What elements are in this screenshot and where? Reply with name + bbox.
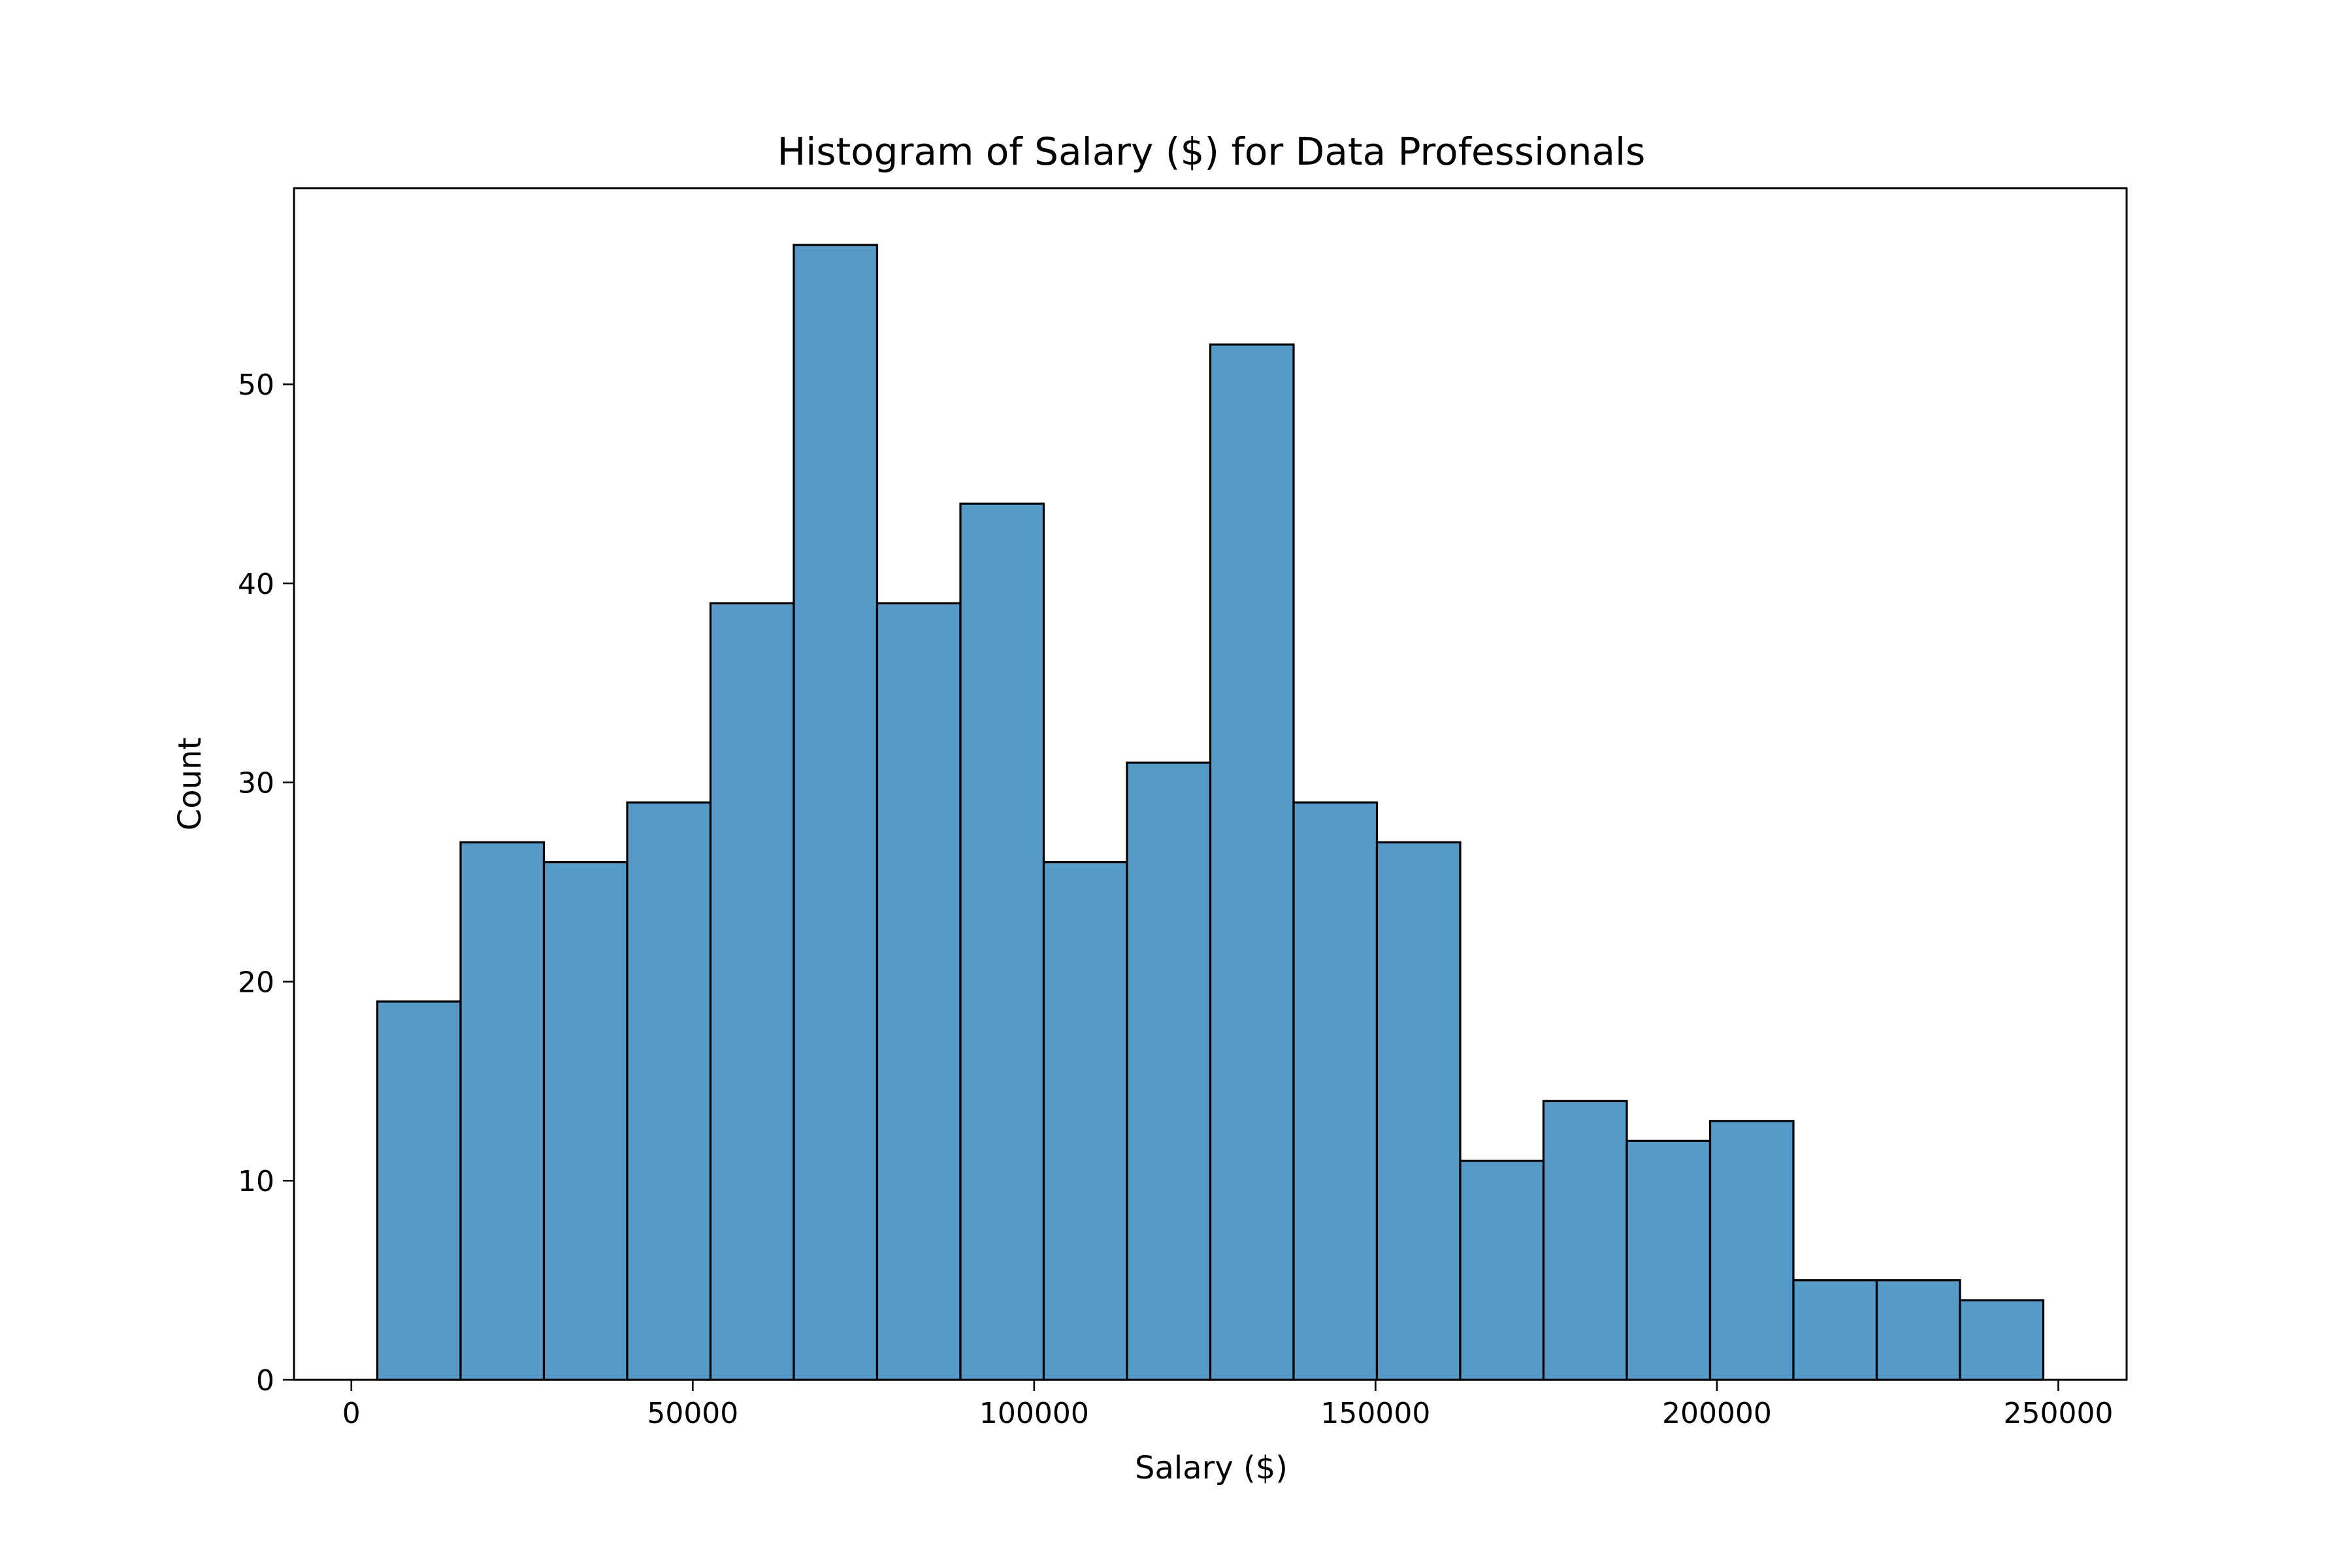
x-tick-label: 0 [342, 1397, 361, 1430]
y-tick-label: 40 [238, 568, 274, 601]
histogram-bar [959, 502, 1045, 1381]
x-axis-ticks: 0 50000 100000 150000 200000 250000 [342, 1380, 2114, 1430]
histogram-bar [1209, 343, 1295, 1381]
histogram-bar [1042, 861, 1128, 1381]
histogram-bar [1792, 1279, 1878, 1381]
histogram-bar [792, 244, 879, 1381]
y-tick-label: 30 [238, 767, 274, 800]
histogram-bar [1875, 1279, 1961, 1381]
histogram-bar [626, 801, 712, 1381]
x-tick-label: 250000 [2004, 1397, 2114, 1430]
y-axis-label: Count [172, 738, 208, 831]
histogram-bar [1542, 1100, 1628, 1381]
y-tick-label: 20 [238, 966, 274, 999]
x-axis-label: Salary ($) [1135, 1450, 1288, 1486]
histogram-bar [1459, 1160, 1545, 1381]
x-tick-label: 150000 [1320, 1397, 1430, 1430]
histogram-bar [875, 602, 962, 1381]
histogram-bar [1126, 761, 1212, 1381]
histogram-bar [542, 861, 629, 1381]
histogram-bar [1625, 1139, 1712, 1381]
plot-frame [293, 187, 2128, 1381]
y-axis-ticks: 0 10 20 30 40 50 [238, 368, 294, 1397]
y-tick-label: 10 [238, 1165, 274, 1198]
x-tick-label: 200000 [1662, 1397, 1772, 1430]
histogram-bar [459, 841, 546, 1381]
histogram-bar [709, 602, 795, 1381]
histogram-bar [1292, 801, 1379, 1381]
x-tick-label: 50000 [647, 1397, 738, 1430]
y-tick-label: 0 [256, 1364, 274, 1397]
histogram-bar [1708, 1120, 1795, 1381]
y-tick-label: 50 [238, 368, 274, 402]
histogram-bar [376, 1000, 462, 1381]
chart-title: Histogram of Salary ($) for Data Profess… [777, 129, 1646, 174]
histogram-bar [1375, 841, 1462, 1381]
x-tick-label: 100000 [979, 1397, 1089, 1430]
bars-group [376, 244, 2045, 1381]
histogram-bar [1959, 1299, 2045, 1381]
